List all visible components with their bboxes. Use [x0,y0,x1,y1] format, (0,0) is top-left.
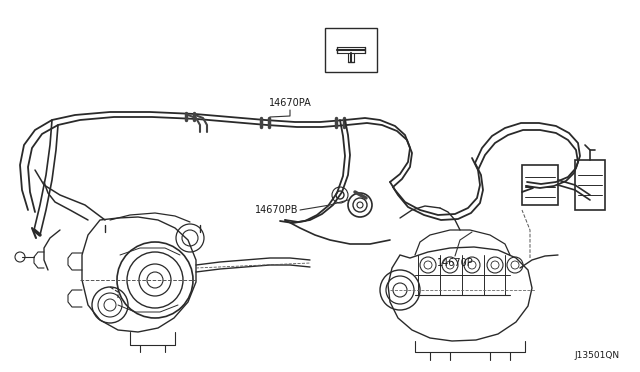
Text: 14670P: 14670P [436,258,474,268]
Bar [325,28,377,72]
Text: 14670PA: 14670PA [269,98,312,108]
Bar [522,165,558,205]
Text: 14670PB: 14670PB [255,205,298,215]
Text: J13501QN: J13501QN [575,351,620,360]
Bar [575,160,605,210]
